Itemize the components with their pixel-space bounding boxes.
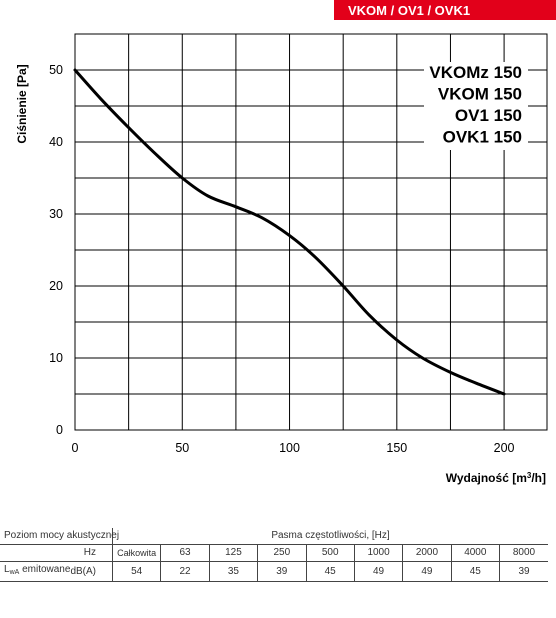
hz-label: Hz	[56, 544, 113, 562]
x-tick-label: 100	[279, 441, 300, 455]
series-header-title: VKOM / OV1 / OVK1	[348, 3, 471, 18]
column-header-band: 250	[257, 544, 306, 562]
emitted-level-label: LwA emitowane	[0, 561, 70, 582]
column-header-band: 8000	[499, 544, 548, 562]
pressure-flow-chart: 0 50 100 150 200 0 10 20 30 40 50 VKOMz 150 VKOM 15…	[15, 33, 548, 486]
legend-entry: VKOMz 150	[429, 63, 522, 82]
legend-box	[424, 62, 528, 150]
y-tick-label: 30	[49, 207, 63, 221]
legend-entry: OV1 150	[455, 106, 522, 125]
x-tick-label: 50	[175, 441, 189, 455]
y-tick-label: 40	[49, 135, 63, 149]
value-band: 45	[305, 561, 355, 582]
value-band: 22	[160, 561, 210, 582]
y-tick-label: 20	[49, 279, 63, 293]
frequency-bands-title: Pasma częstotliwości, [Hz]	[112, 528, 548, 545]
column-header-band: 125	[208, 544, 258, 562]
column-header-band: 2000	[402, 544, 452, 562]
value-band: 45	[450, 561, 500, 582]
plot-frame	[74, 33, 548, 431]
column-header-band: 500	[305, 544, 355, 562]
column-header-band: 4000	[450, 544, 500, 562]
frequency-header-row: Hz Całkowita 63 125 250 500 1000 2000 4000 8000	[0, 544, 548, 562]
column-header-band: 63	[160, 544, 210, 562]
acoustic-power-table: Poziom mocy akustycznej Pasma częstotliw…	[0, 528, 556, 582]
value-total: 54	[111, 561, 161, 582]
column-header-total: Całkowita	[111, 544, 161, 562]
emitted-level-row: LwA emitowane dB(A) 54 22 35 39 45 49 49 45 39	[0, 561, 548, 582]
x-tick-label: 0	[72, 441, 79, 455]
chart-tick-labels: 0 50 100 150 200 0 10 20 30 40 50	[49, 63, 514, 455]
y-tick-label: 0	[56, 423, 63, 437]
y-axis-title: Ciśnienie [Pa]	[15, 64, 29, 143]
legend-entry: OVK1 150	[443, 128, 522, 147]
value-band: 49	[402, 561, 452, 582]
chart-grid	[74, 33, 548, 431]
acoustic-title: Poziom mocy akustycznej	[0, 528, 119, 545]
column-header-band: 1000	[353, 544, 403, 562]
x-tick-label: 200	[494, 441, 515, 455]
x-tick-label: 150	[386, 441, 407, 455]
x-axis-title: Wydajność [m3/h]	[446, 471, 546, 486]
value-band: 39	[257, 561, 306, 582]
value-band: 35	[208, 561, 258, 582]
acoustic-title-row: Poziom mocy akustycznej Pasma częstotliw…	[0, 528, 548, 545]
chart-legend: VKOMz 150 VKOM 150 OV1 150 OVK1 150	[429, 63, 522, 147]
legend-entry: VKOM 150	[438, 85, 522, 104]
emitted-level-unit: dB(A)	[56, 561, 113, 582]
series-header-bar: VKOM / OV1 / OVK1	[334, 0, 556, 20]
value-band: 49	[353, 561, 403, 582]
y-tick-label: 10	[49, 351, 63, 365]
y-tick-label: 50	[49, 63, 63, 77]
performance-curve	[73, 68, 506, 396]
value-band: 39	[499, 561, 548, 582]
